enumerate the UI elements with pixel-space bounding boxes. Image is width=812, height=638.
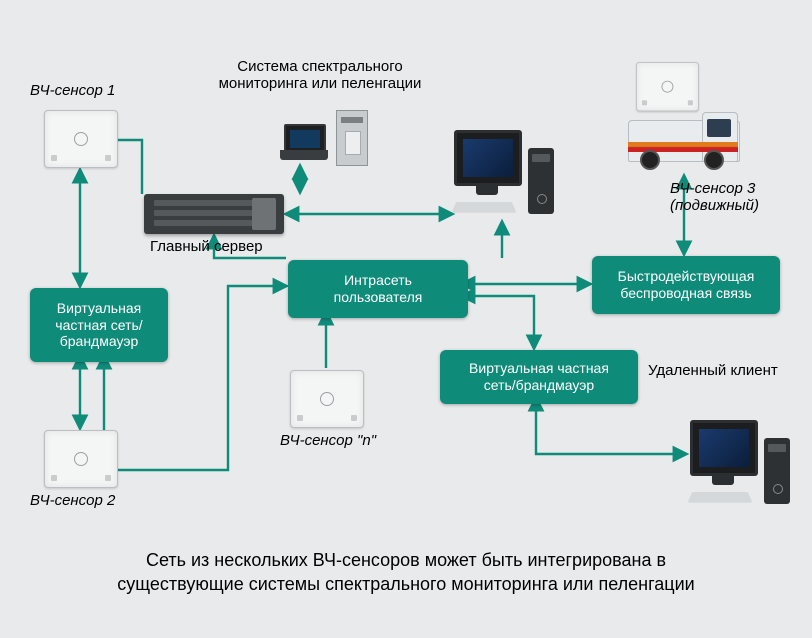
node-vpn-firewall-left: Виртуальная частная сеть/ брандмауэр [30,288,168,362]
label-sensor3-line2: (подвижный) [670,197,759,214]
device-laptop [280,124,328,162]
label-remote-client: Удаленный клиент [648,362,778,379]
device-pc-top [454,130,554,220]
label-sensor-n: ВЧ-сенсор "n" [280,432,376,449]
label-sensor2: ВЧ-сенсор 2 [30,492,115,509]
device-rack [336,110,368,166]
device-sensor-n [290,370,364,428]
label-sensor3-line1: ВЧ-сенсор 3 [670,180,755,197]
node-vpn-firewall-right: Виртуальная частная сеть/брандмауэр [440,350,638,404]
node-intranet: Интрасеть пользователя [288,260,468,318]
device-sensor1 [44,110,118,168]
device-sensor2 [44,430,118,488]
label-sensor1: ВЧ-сенсор 1 [30,82,115,99]
label-main-server: Главный сервер [150,238,263,255]
label-spectral-system: Система спектрального мониторинга или пе… [200,58,440,92]
device-main-server [144,194,284,234]
caption-text: Сеть из нескольких ВЧ-сенсоров может быт… [0,548,812,597]
node-wireless: Быстродействующая беспроводная связь [592,256,780,314]
device-van [628,108,738,170]
label-sensor3: ВЧ-сенсор 3 (подвижный) [670,180,759,214]
device-pc-remote [690,420,790,510]
diagram-stage: ВЧ-сенсор 1 Система спектрального монито… [0,0,812,638]
